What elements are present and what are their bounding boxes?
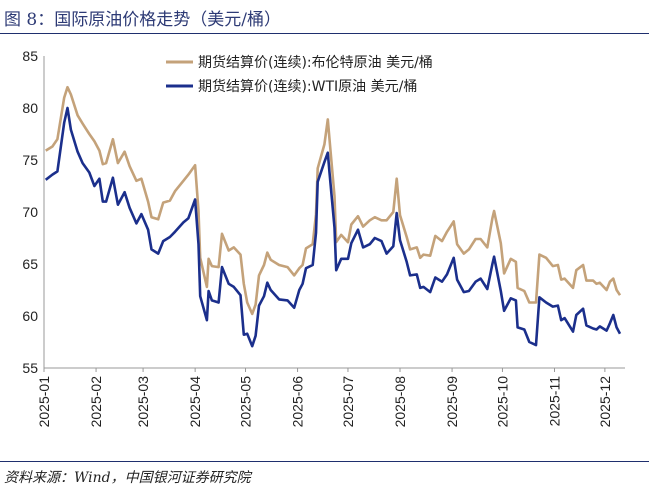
legend-label-brent: 期货结算价(连续):布伦特原油 美元/桶 <box>198 54 433 71</box>
page-title: 图 8：国际原油价格走势（美元/桶） <box>4 10 281 30</box>
brent-price-line <box>45 85 622 316</box>
wti-price-line <box>44 106 622 348</box>
x-tick-label: 2025-06 <box>290 376 306 428</box>
x-tick-label: 2025-11 <box>547 376 563 427</box>
x-tick-label: 2025-07 <box>340 376 356 428</box>
x-tick-label: 2025-09 <box>444 376 460 428</box>
source-divider <box>0 461 649 462</box>
y-tick-label: 80 <box>22 100 38 116</box>
legend-label-wti: 期货结算价(连续):WTI原油 美元/桶 <box>198 78 417 95</box>
y-tick-label: 85 <box>22 48 38 64</box>
x-tick-label: 2025-12 <box>597 376 613 428</box>
series-lines <box>44 85 622 348</box>
x-tick-label: 2025-04 <box>187 376 203 428</box>
x-tick-label: 2025-10 <box>494 376 510 428</box>
x-tick-label: 2025-02 <box>88 376 104 428</box>
source-note: 资料来源：Wind，中国银河证券研究院 <box>4 470 251 486</box>
x-tick-label: 2025-08 <box>392 376 408 428</box>
x-tick-label: 2025-01 <box>36 376 52 428</box>
y-tick-label: 55 <box>22 360 38 376</box>
x-tick-label: 2025-05 <box>238 376 254 428</box>
legend: 期货结算价(连续):布伦特原油 美元/桶 期货结算价(连续):WTI原油 美元/… <box>166 54 433 95</box>
x-tick-label: 2025-03 <box>135 376 151 428</box>
x-tick-labels: 2025-01 2025-02 2025-03 2025-04 2025-05 2025-… <box>36 368 613 427</box>
y-tick-label: 75 <box>22 152 38 168</box>
axes <box>43 56 625 369</box>
y-tick-label: 70 <box>22 204 38 220</box>
y-tick-label: 60 <box>22 308 38 324</box>
title-divider <box>0 33 649 34</box>
y-tick-labels: 55 60 65 70 75 80 85 <box>22 48 38 376</box>
y-tick-label: 65 <box>22 256 38 272</box>
